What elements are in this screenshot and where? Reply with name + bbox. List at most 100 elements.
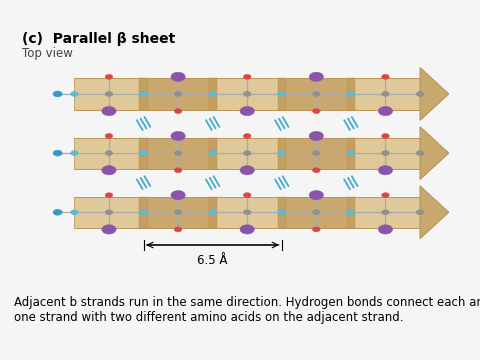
- Polygon shape: [74, 78, 144, 109]
- Circle shape: [382, 150, 389, 156]
- Circle shape: [347, 210, 355, 215]
- Circle shape: [309, 72, 324, 81]
- Circle shape: [312, 227, 320, 232]
- Polygon shape: [208, 78, 217, 109]
- Circle shape: [243, 210, 251, 215]
- Circle shape: [309, 190, 324, 200]
- Circle shape: [209, 91, 216, 96]
- Polygon shape: [347, 78, 355, 109]
- Circle shape: [171, 131, 185, 141]
- Polygon shape: [139, 138, 148, 169]
- Circle shape: [243, 91, 251, 96]
- Polygon shape: [282, 197, 351, 228]
- Circle shape: [378, 225, 393, 234]
- Circle shape: [209, 150, 216, 156]
- Circle shape: [382, 134, 389, 139]
- Polygon shape: [347, 197, 355, 228]
- Circle shape: [347, 91, 355, 96]
- Circle shape: [278, 91, 286, 96]
- Polygon shape: [139, 78, 148, 109]
- Polygon shape: [144, 197, 213, 228]
- Polygon shape: [213, 138, 282, 169]
- Circle shape: [312, 210, 320, 215]
- Circle shape: [140, 150, 147, 156]
- Circle shape: [378, 107, 393, 116]
- Polygon shape: [351, 197, 420, 228]
- Circle shape: [174, 210, 182, 215]
- Circle shape: [416, 210, 424, 215]
- Circle shape: [209, 150, 216, 156]
- Circle shape: [209, 210, 216, 215]
- Polygon shape: [351, 138, 420, 169]
- Polygon shape: [420, 186, 449, 239]
- Polygon shape: [144, 78, 213, 109]
- Circle shape: [312, 150, 320, 156]
- Circle shape: [102, 166, 116, 175]
- Circle shape: [53, 150, 62, 156]
- Circle shape: [71, 91, 78, 96]
- Polygon shape: [351, 78, 420, 109]
- Circle shape: [240, 225, 254, 234]
- Circle shape: [140, 91, 147, 96]
- Polygon shape: [74, 138, 144, 169]
- Circle shape: [278, 210, 286, 215]
- Text: (c)  Parallel β sheet: (c) Parallel β sheet: [22, 32, 175, 46]
- Circle shape: [347, 91, 355, 96]
- Circle shape: [105, 210, 113, 215]
- Text: Top view: Top view: [22, 47, 72, 60]
- Circle shape: [71, 210, 78, 215]
- Polygon shape: [139, 197, 148, 228]
- Circle shape: [278, 150, 286, 156]
- Polygon shape: [282, 78, 351, 109]
- Circle shape: [347, 150, 355, 156]
- Circle shape: [312, 91, 320, 96]
- Circle shape: [174, 150, 182, 156]
- Circle shape: [171, 72, 185, 81]
- Circle shape: [243, 150, 251, 156]
- Circle shape: [309, 131, 324, 141]
- Polygon shape: [277, 197, 286, 228]
- Circle shape: [243, 134, 251, 139]
- Circle shape: [53, 209, 62, 215]
- Polygon shape: [208, 197, 217, 228]
- Circle shape: [209, 210, 216, 215]
- Circle shape: [378, 166, 393, 175]
- Circle shape: [416, 150, 424, 156]
- Polygon shape: [347, 138, 355, 169]
- Polygon shape: [74, 197, 144, 228]
- Circle shape: [174, 227, 182, 232]
- Circle shape: [171, 190, 185, 200]
- Polygon shape: [208, 138, 217, 169]
- Polygon shape: [144, 138, 213, 169]
- Circle shape: [278, 150, 286, 156]
- Circle shape: [140, 150, 147, 156]
- Circle shape: [278, 91, 286, 96]
- Polygon shape: [213, 78, 282, 109]
- Circle shape: [382, 91, 389, 96]
- Circle shape: [140, 210, 147, 215]
- Circle shape: [416, 91, 424, 96]
- Text: 6.5 Å: 6.5 Å: [197, 254, 228, 267]
- Circle shape: [243, 193, 251, 198]
- Polygon shape: [277, 138, 286, 169]
- Circle shape: [209, 91, 216, 96]
- Circle shape: [53, 91, 62, 97]
- Circle shape: [174, 109, 182, 113]
- Circle shape: [382, 74, 389, 79]
- Circle shape: [347, 210, 355, 215]
- Polygon shape: [420, 127, 449, 180]
- Circle shape: [140, 210, 147, 215]
- Polygon shape: [282, 138, 351, 169]
- Polygon shape: [213, 197, 282, 228]
- Circle shape: [243, 74, 251, 79]
- Text: Adjacent b strands run in the same direction. Hydrogen bonds connect each amino : Adjacent b strands run in the same direc…: [14, 296, 480, 324]
- Circle shape: [105, 74, 113, 79]
- Circle shape: [71, 150, 78, 156]
- Circle shape: [312, 109, 320, 113]
- Circle shape: [278, 210, 286, 215]
- Circle shape: [102, 225, 116, 234]
- Circle shape: [102, 107, 116, 116]
- Polygon shape: [277, 78, 286, 109]
- Circle shape: [347, 150, 355, 156]
- Circle shape: [174, 168, 182, 173]
